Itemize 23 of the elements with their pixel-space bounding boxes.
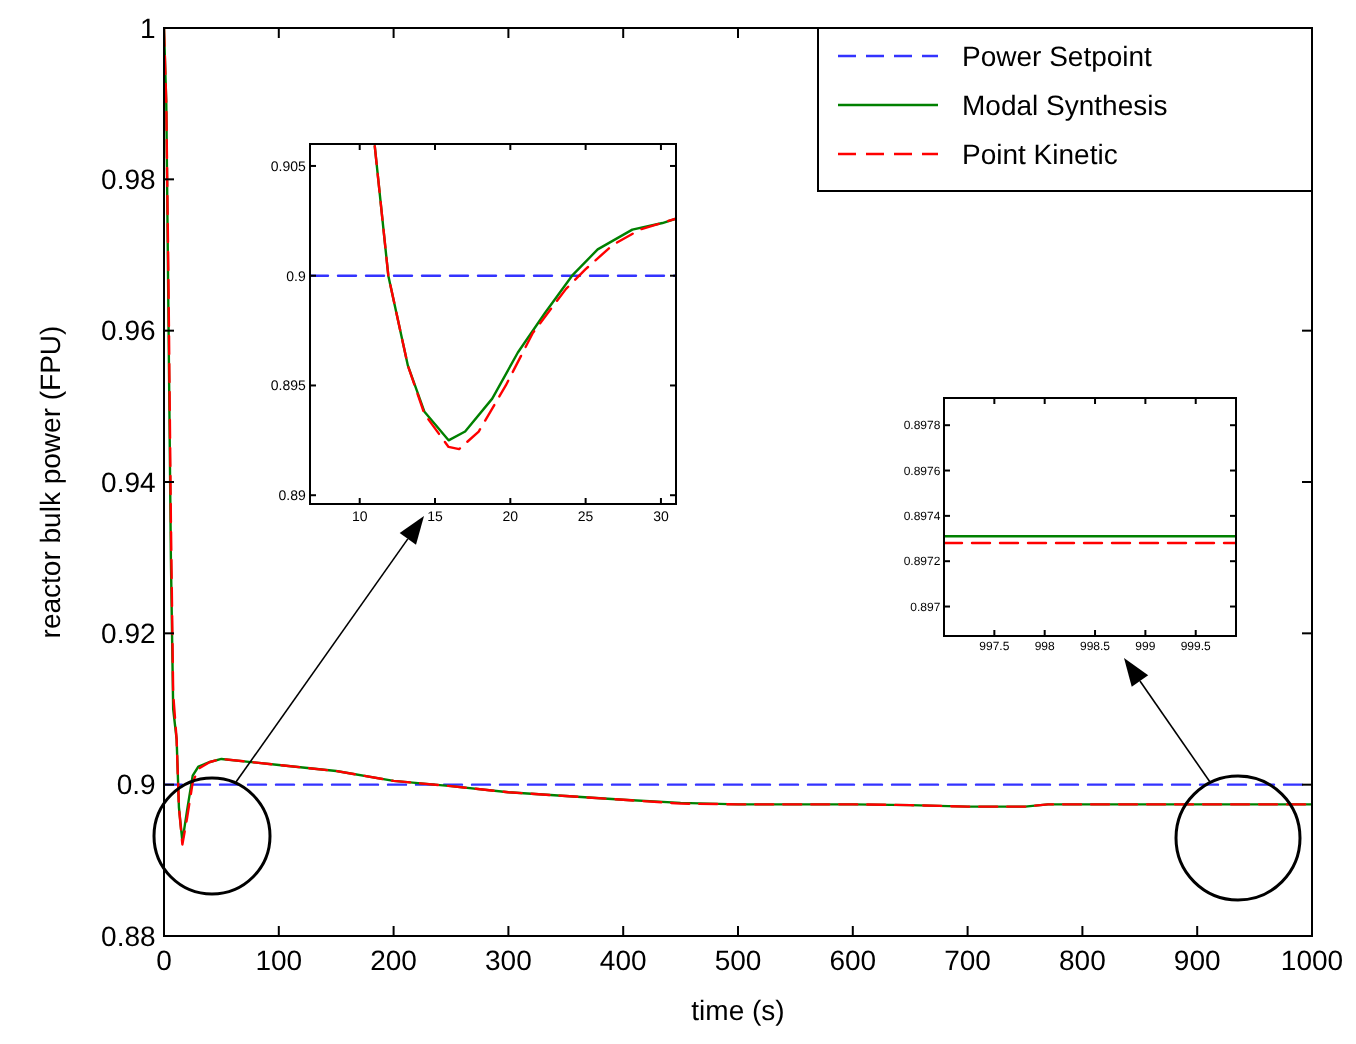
x-tick-label: 100	[255, 943, 303, 976]
y-tick-label: 0.92	[101, 617, 157, 650]
legend-label: Point Kinetic	[962, 137, 1118, 170]
x-tick-label: 700	[944, 943, 992, 976]
legend-label: Power Setpoint	[962, 39, 1153, 72]
y-axis-title: reactor bulk power (FPU)	[34, 325, 66, 639]
x-tick-label: 600	[829, 943, 877, 976]
x-tick-label: 300	[485, 943, 533, 976]
y-tick-label: 0.88	[101, 919, 157, 952]
x-tick-label: 1000	[1280, 943, 1344, 976]
x-tick-label: 400	[599, 943, 647, 976]
y-tick-label: 0.98	[101, 163, 157, 196]
x-tick-label: 200	[370, 943, 418, 976]
y-tick-label: 0.9	[116, 768, 157, 801]
y-tick-label: 1	[140, 11, 157, 44]
x-tick-label: 800	[1059, 943, 1107, 976]
legend-label: Modal Synthesis	[962, 88, 1168, 121]
x-tick-label: 500	[714, 943, 762, 976]
x-tick-label: 900	[1173, 943, 1221, 976]
x-axis-title: time (s)	[691, 994, 785, 1026]
y-tick-label: 0.96	[101, 314, 157, 347]
x-tick-label: 0	[156, 943, 173, 976]
y-tick-label: 0.94	[101, 465, 157, 498]
